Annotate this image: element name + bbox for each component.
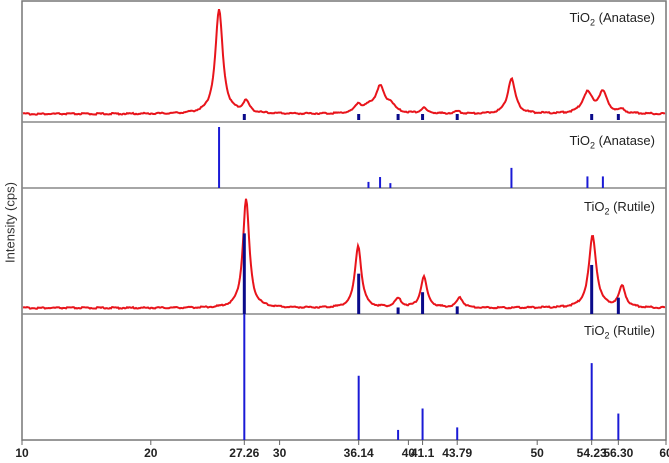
panel-label-reference-anatase: TiO2 (Anatase) (569, 133, 655, 151)
panel-label-reference-rutile: TiO2 (Rutile) (584, 323, 655, 341)
x-tick-label: 54.23 (576, 446, 607, 460)
x-tick-label: 41.1 (410, 446, 435, 460)
x-tick-label: 43.79 (442, 446, 473, 460)
x-tick-label: 10 (15, 446, 29, 460)
panel-label-measured-anatase: TiO2 (Anatase) (569, 10, 655, 28)
x-tick-label: 27.26 (229, 446, 260, 460)
x-tick-label: 40 (401, 446, 416, 460)
x-tick-label: 30 (272, 446, 287, 460)
x-tick-label: 56.30 (603, 446, 634, 460)
plot-frame (21, 0, 667, 441)
x-tick-label: 20 (144, 446, 158, 460)
x-tick-label: 60 (659, 446, 669, 460)
measured-rutile-curve (22, 198, 666, 311)
y-axis-label: Intensity (cps) (2, 182, 18, 263)
x-tick-label: 36.14 (343, 446, 374, 460)
x-tick-label: 50 (530, 446, 544, 460)
panel-label-measured-rutile: TiO2 (Rutile) (584, 199, 655, 217)
measured-anatase-curve (22, 8, 666, 116)
